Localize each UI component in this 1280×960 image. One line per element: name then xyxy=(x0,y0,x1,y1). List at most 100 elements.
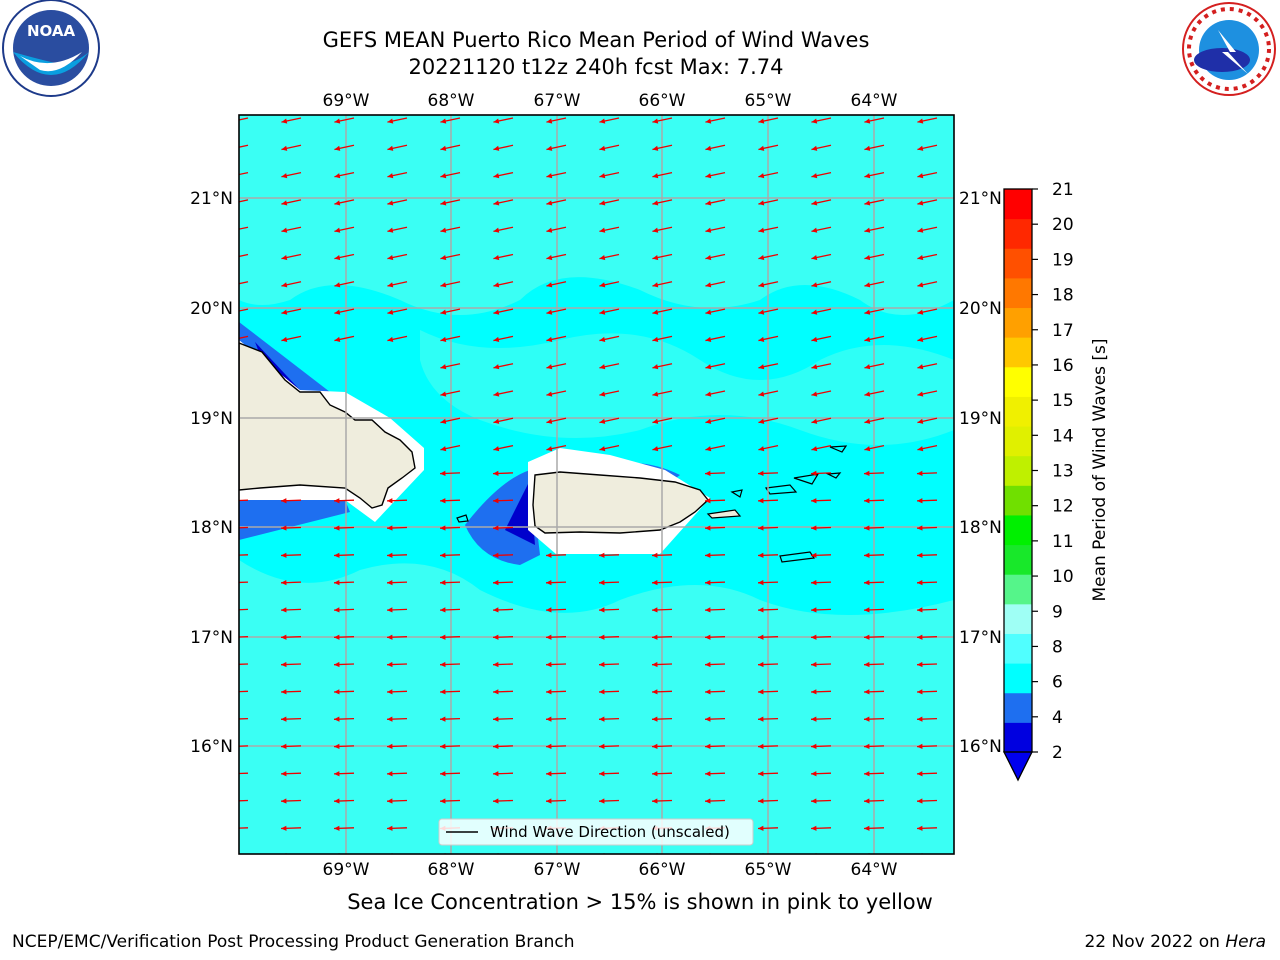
wind-wave-arrowhead xyxy=(387,634,393,640)
wind-wave-arrowhead xyxy=(864,498,870,504)
wind-wave-arrowhead xyxy=(334,227,341,233)
wind-wave-arrowhead xyxy=(440,689,446,695)
wind-wave-arrowhead xyxy=(387,227,394,233)
wind-wave-arrowhead xyxy=(705,446,712,452)
wind-wave-arrowhead xyxy=(652,743,658,750)
wind-wave-arrowhead xyxy=(599,173,606,179)
wind-wave-arrowhead xyxy=(758,200,765,206)
wind-wave-arrowhead xyxy=(334,336,341,342)
wind-wave-arrowhead xyxy=(705,173,712,179)
wind-wave-arrowhead xyxy=(705,716,711,722)
wind-wave-arrowhead xyxy=(546,661,552,668)
wind-wave-arrowhead xyxy=(546,607,552,613)
wind-wave-arrowhead xyxy=(758,391,765,397)
wind-wave-arrowhead xyxy=(811,552,817,558)
colorbar-segment xyxy=(1004,189,1032,220)
colorbar-tick-label: 2 xyxy=(1052,743,1063,763)
wind-wave-arrowhead xyxy=(864,446,871,452)
wind-wave-arrow xyxy=(239,499,249,502)
wind-wave-arrowhead xyxy=(811,743,817,750)
wind-wave-arrowhead xyxy=(864,634,870,640)
wind-wave-arrowhead xyxy=(864,282,871,288)
wind-wave-arrowhead xyxy=(917,743,923,750)
wind-wave-arrowhead xyxy=(864,661,870,668)
lat-label-right: 21°N xyxy=(959,189,1002,209)
wind-wave-arrowhead xyxy=(652,200,659,206)
wind-wave-arrowhead xyxy=(705,336,712,342)
vieques-island xyxy=(706,509,742,519)
wind-wave-arrowhead xyxy=(811,336,818,342)
wind-wave-arrowhead xyxy=(493,336,500,342)
wind-wave-arrowhead xyxy=(440,418,447,424)
wind-wave-arrowhead xyxy=(811,391,818,397)
wind-wave-arrowhead xyxy=(599,336,606,342)
wind-wave-arrowhead xyxy=(811,525,817,531)
wind-wave-arrowhead xyxy=(864,309,871,315)
wind-wave-arrow xyxy=(239,526,249,529)
wind-wave-arrowhead xyxy=(652,716,658,722)
wind-wave-arrowhead xyxy=(599,607,605,613)
wind-wave-arrowhead xyxy=(387,771,393,777)
colorbar-segment xyxy=(1004,692,1032,723)
wind-wave-arrowhead xyxy=(758,309,765,315)
wind-wave-arrow xyxy=(239,117,249,121)
wind-wave-arrowhead xyxy=(546,446,553,452)
wind-wave-arrowhead xyxy=(758,634,764,640)
wind-wave-arrowhead xyxy=(546,254,553,261)
wind-wave-arrowhead xyxy=(599,634,605,640)
wind-wave-arrowhead xyxy=(599,689,605,695)
map-title: GEFS MEAN Puerto Rico Mean Period of Win… xyxy=(322,28,870,52)
wind-wave-arrow xyxy=(239,690,249,693)
wind-wave-arrowhead xyxy=(705,282,712,288)
wind-wave-arrow xyxy=(705,855,725,856)
wind-wave-arrowhead xyxy=(705,364,712,370)
wind-wave-arrowhead xyxy=(917,634,923,640)
lat-label-left: 16°N xyxy=(190,737,233,757)
wind-wave-arrowhead xyxy=(599,118,606,124)
wind-wave-arrowhead xyxy=(864,227,871,233)
wind-wave-arrowhead xyxy=(758,364,765,370)
wind-wave-arrowhead xyxy=(917,661,923,668)
wind-wave-arrowhead xyxy=(811,446,818,452)
wind-wave-arrowhead xyxy=(758,798,764,804)
wind-wave-arrowhead xyxy=(758,254,765,261)
wind-wave-arrowhead xyxy=(758,446,765,452)
wind-wave-arrowhead xyxy=(281,282,288,288)
wind-wave-arrowhead xyxy=(864,254,871,261)
wind-wave-arrowhead xyxy=(758,607,764,613)
wind-wave-arrowhead xyxy=(705,418,712,424)
wind-wave-arrowhead xyxy=(281,309,288,315)
wind-wave-arrowhead xyxy=(334,282,341,288)
colorbar-tick-label: 4 xyxy=(1052,708,1063,728)
wind-wave-arrowhead xyxy=(440,470,446,477)
wind-wave-arrowhead xyxy=(281,552,287,558)
colorbar-segment xyxy=(1004,366,1032,397)
wind-wave-arrowhead xyxy=(546,227,553,233)
wind-wave-arrowhead xyxy=(440,798,446,804)
lon-label-bottom: 66°W xyxy=(639,860,686,880)
wind-wave-arrowhead xyxy=(917,771,923,777)
wind-wave-arrowhead xyxy=(334,254,341,261)
wind-wave-arrowhead xyxy=(599,716,605,722)
lat-label-right: 17°N xyxy=(959,628,1002,648)
puerto-rico-land xyxy=(532,471,709,534)
wind-wave-arrow xyxy=(239,772,249,775)
wind-wave-arrowhead xyxy=(440,525,446,531)
wind-wave-arrowhead xyxy=(917,580,923,586)
wind-wave-arrow xyxy=(917,855,937,856)
noaa-logo-text: NOAA xyxy=(27,22,76,40)
wind-wave-arrowhead xyxy=(546,580,552,586)
wind-wave-arrow xyxy=(239,226,249,230)
wind-wave-arrowhead xyxy=(864,552,870,558)
wind-wave-arrowhead xyxy=(652,580,658,586)
wind-wave-arrowhead xyxy=(864,118,871,124)
wind-wave-arrowhead xyxy=(440,580,446,586)
wind-wave-arrowhead xyxy=(652,391,659,397)
colorbar-tick-label: 10 xyxy=(1052,567,1074,587)
wind-wave-arrowhead xyxy=(440,771,446,777)
footer-date-text: 22 Nov 2022 on xyxy=(1084,932,1226,952)
wind-wave-arrowhead xyxy=(811,716,817,722)
wind-wave-arrowhead xyxy=(864,580,870,586)
wind-wave-arrowhead xyxy=(705,227,712,233)
